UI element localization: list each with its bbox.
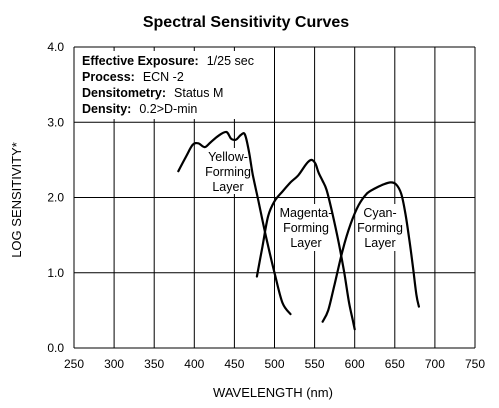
info-process: Process: ECN -2 [82, 68, 184, 85]
magenta-forming-curve [255, 158, 356, 331]
x-tick-label: 250 [64, 357, 84, 371]
info-box-background [78, 51, 270, 119]
info-process-label: Process: [82, 70, 135, 84]
magenta-layer-label-line-3: Layer [290, 236, 321, 250]
chart-title: Spectral Sensitivity Curves [143, 14, 349, 31]
x-tick-label: 750 [465, 357, 485, 371]
cyan-forming-curve [321, 181, 420, 323]
x-tick-label: 550 [305, 357, 325, 371]
info-densitometry: Densitometry: Status M [82, 84, 223, 101]
x-tick-label: 700 [425, 357, 445, 371]
x-tick-label: 500 [264, 357, 284, 371]
magenta-label-background [276, 204, 336, 251]
series-curves [177, 130, 420, 331]
y-axis-label: LOG SENSITIVITY* [9, 142, 24, 258]
magenta-layer-label-line-1: Magenta- [280, 206, 333, 220]
cyan-layer-label-line-1: Cyan- [363, 206, 396, 220]
x-tick-label: 300 [104, 357, 124, 371]
info-exposure-label: Effective Exposure: [82, 54, 199, 68]
info-density-label: Density: [82, 102, 131, 116]
yellow-forming-curve [177, 130, 292, 316]
x-axis-label: WAVELENGTH (nm) [213, 385, 333, 400]
yellow-layer-label-line-2: Forming [205, 165, 251, 179]
x-tick-label: 400 [184, 357, 204, 371]
info-process-value: ECN -2 [143, 70, 184, 84]
y-tick-label: 1.0 [47, 266, 64, 280]
y-tick-label: 4.0 [47, 40, 64, 54]
cyan-layer-label-line-3: Layer [364, 236, 395, 250]
y-tick-label: 2.0 [47, 191, 64, 205]
info-densitometry-value: Status M [174, 86, 223, 100]
x-tick-label: 650 [385, 357, 405, 371]
x-tick-labels: 250 300 350 400 450 500 550 600 650 700 750 [64, 357, 485, 371]
info-density-value: 0.2>D-min [139, 102, 197, 116]
cyan-label-background [356, 204, 404, 251]
x-tick-label: 600 [345, 357, 365, 371]
info-box: Effective Exposure: 1/25 sec Process: EC… [82, 52, 254, 117]
info-density: Density: 0.2>D-min [82, 100, 197, 117]
cyan-layer-label-line-2: Forming [357, 221, 403, 235]
info-densitometry-label: Densitometry: [82, 86, 166, 100]
y-tick-label: 0.0 [47, 341, 64, 355]
magenta-layer-label-line-2: Forming [283, 221, 329, 235]
info-exposure: Effective Exposure: 1/25 sec [82, 52, 254, 69]
yellow-label-background [200, 148, 258, 194]
yellow-layer-label-line-3: Layer [212, 180, 243, 194]
x-tick-label: 450 [224, 357, 244, 371]
yellow-layer-label-line-1: Yellow- [208, 150, 248, 164]
info-exposure-value: 1/25 sec [207, 54, 254, 68]
x-tick-label: 350 [144, 357, 164, 371]
y-tick-labels: 0.0 1.0 2.0 3.0 4.0 [47, 40, 64, 355]
y-tick-label: 3.0 [47, 115, 64, 129]
